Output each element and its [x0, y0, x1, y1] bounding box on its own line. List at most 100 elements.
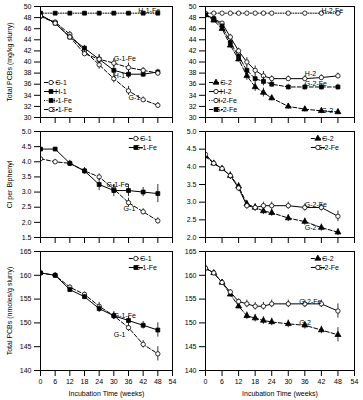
- svg-text:G-1-Fe: G-1-Fe: [107, 181, 129, 188]
- svg-text:4.0: 4.0: [187, 163, 197, 170]
- svg-text:165: 165: [20, 248, 32, 255]
- svg-text:0: 0: [39, 378, 43, 385]
- svg-text:Incubation Time (weeks): Incubation Time (weeks): [69, 390, 145, 398]
- svg-text:40: 40: [24, 58, 32, 65]
- svg-text:145: 145: [185, 343, 197, 350]
- svg-text:24: 24: [268, 378, 276, 385]
- svg-text:44: 44: [24, 36, 32, 43]
- svg-text:G-1-Fe: G-1-Fe: [135, 144, 157, 151]
- svg-text:4.5: 4.5: [22, 143, 32, 150]
- svg-text:G-1: G-1: [114, 331, 126, 338]
- svg-text:H-1: H-1: [55, 87, 67, 95]
- svg-text:42: 42: [24, 47, 32, 54]
- svg-text:H-2-Fe: H-2-Fe: [215, 96, 237, 104]
- svg-text:24: 24: [95, 378, 103, 385]
- svg-text:3.0: 3.0: [187, 198, 197, 205]
- svg-text:48: 48: [154, 378, 162, 385]
- svg-text:160: 160: [185, 272, 197, 279]
- svg-text:3.0: 3.0: [22, 188, 32, 195]
- svg-text:46: 46: [189, 25, 197, 32]
- svg-text:4.0: 4.0: [22, 158, 32, 165]
- svg-text:2.0: 2.0: [187, 234, 197, 241]
- svg-text:50: 50: [189, 3, 197, 10]
- svg-text:32: 32: [189, 103, 197, 110]
- svg-text:G-2: G-2: [305, 224, 317, 231]
- svg-text:Total PCBs (mg/kg slurry): Total PCBs (mg/kg slurry): [6, 22, 14, 101]
- svg-text:G-2-Fe: G-2-Fe: [299, 298, 321, 305]
- svg-text:42: 42: [139, 378, 147, 385]
- svg-text:30: 30: [284, 378, 292, 385]
- svg-text:2.5: 2.5: [187, 216, 197, 223]
- svg-text:34: 34: [24, 92, 32, 99]
- svg-text:G-2: G-2: [321, 107, 333, 114]
- svg-text:G-1: G-1: [55, 78, 67, 86]
- svg-text:30: 30: [189, 114, 197, 121]
- svg-text:18: 18: [251, 378, 259, 385]
- svg-text:48: 48: [24, 14, 32, 21]
- svg-text:36: 36: [125, 378, 133, 385]
- svg-text:G-1: G-1: [124, 205, 136, 212]
- svg-text:12: 12: [235, 378, 243, 385]
- svg-text:G-2-Fe: G-2-Fe: [305, 80, 327, 87]
- svg-text:6: 6: [220, 378, 224, 385]
- svg-text:G-1-Fe: G-1-Fe: [49, 105, 73, 113]
- svg-text:4.5: 4.5: [187, 145, 197, 152]
- svg-text:155: 155: [20, 295, 32, 302]
- svg-text:H-1: H-1: [114, 72, 125, 79]
- svg-text:48: 48: [334, 378, 342, 385]
- svg-text:H-1-Fe: H-1-Fe: [138, 7, 160, 14]
- svg-text:G-2: G-2: [299, 319, 311, 326]
- svg-text:34: 34: [189, 92, 197, 99]
- svg-text:42: 42: [317, 378, 325, 385]
- svg-text:3.5: 3.5: [187, 181, 197, 188]
- svg-text:160: 160: [20, 272, 32, 279]
- svg-text:38: 38: [24, 69, 32, 76]
- svg-text:40: 40: [189, 58, 197, 65]
- svg-text:Cl per Biphenyl: Cl per Biphenyl: [6, 160, 14, 208]
- svg-text:38: 38: [189, 69, 197, 76]
- svg-text:Total PCBs (nmoles/g slurry): Total PCBs (nmoles/g slurry): [6, 267, 14, 356]
- svg-text:G-2-Fe: G-2-Fe: [215, 106, 237, 113]
- svg-text:H-2: H-2: [220, 87, 232, 95]
- svg-text:150: 150: [185, 319, 197, 326]
- svg-text:140: 140: [185, 367, 197, 374]
- svg-text:50: 50: [24, 3, 32, 10]
- svg-text:48: 48: [189, 14, 197, 21]
- svg-text:30: 30: [110, 378, 118, 385]
- svg-text:46: 46: [24, 25, 32, 32]
- svg-text:30: 30: [24, 114, 32, 121]
- svg-text:140: 140: [20, 367, 32, 374]
- svg-text:G-1-Fe: G-1-Fe: [114, 55, 136, 62]
- svg-text:1.5: 1.5: [22, 234, 32, 241]
- svg-text:H-1-Fe: H-1-Fe: [50, 97, 72, 104]
- svg-text:G-1: G-1: [129, 94, 141, 101]
- svg-text:44: 44: [189, 36, 197, 43]
- svg-text:3.5: 3.5: [22, 173, 32, 180]
- svg-text:36: 36: [301, 378, 309, 385]
- svg-text:G-2-Fe: G-2-Fe: [305, 201, 327, 208]
- svg-text:145: 145: [20, 343, 32, 350]
- svg-text:155: 155: [185, 295, 197, 302]
- svg-text:36: 36: [24, 80, 32, 87]
- svg-text:G-1-Fe: G-1-Fe: [135, 264, 157, 271]
- svg-text:36: 36: [189, 80, 197, 87]
- svg-text:150: 150: [20, 319, 32, 326]
- svg-text:32: 32: [24, 103, 32, 110]
- svg-text:G-1-Fe: G-1-Fe: [114, 312, 136, 319]
- svg-text:H-2: H-2: [305, 70, 316, 77]
- svg-text:18: 18: [81, 378, 89, 385]
- svg-text:42: 42: [189, 47, 197, 54]
- svg-text:2.5: 2.5: [22, 203, 32, 210]
- svg-text:165: 165: [185, 248, 197, 255]
- svg-text:H-2-Fe: H-2-Fe: [321, 7, 343, 14]
- svg-text:6: 6: [53, 378, 57, 385]
- svg-text:G-2: G-2: [220, 78, 232, 86]
- svg-text:Incubation Time (weeks): Incubation Time (weeks): [242, 390, 318, 398]
- svg-text:54: 54: [169, 378, 177, 385]
- svg-text:5.0: 5.0: [22, 128, 32, 135]
- svg-text:12: 12: [66, 378, 74, 385]
- svg-text:54: 54: [351, 378, 359, 385]
- svg-text:5.0: 5.0: [187, 128, 197, 135]
- svg-text:0: 0: [204, 378, 208, 385]
- svg-text:2.0: 2.0: [22, 219, 32, 226]
